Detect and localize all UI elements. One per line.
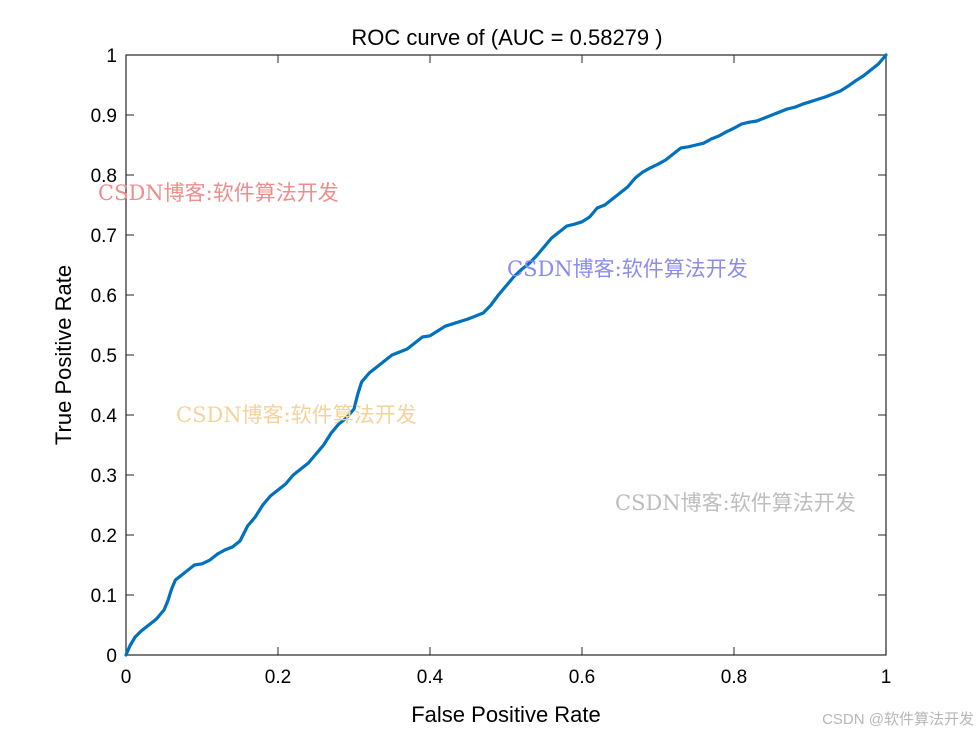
y-tick-label-8: 0.8 bbox=[91, 166, 117, 187]
y-tick-label-0: 0 bbox=[106, 646, 117, 667]
footer-watermark: CSDN @软件算法开发 bbox=[822, 710, 974, 728]
watermark-gray: CSDN博客:软件算法开发 bbox=[615, 491, 856, 515]
y-axis-label: True Positive Rate bbox=[51, 265, 76, 445]
x-tick-label-0: 0 bbox=[121, 667, 132, 688]
y-tick-label-3: 0.3 bbox=[91, 466, 117, 487]
x-tick-label-3: 0.6 bbox=[569, 667, 595, 688]
x-axis-ticks: 0 0.2 0.4 0.6 0.8 1 bbox=[121, 55, 892, 688]
watermark-orange: CSDN博客:软件算法开发 bbox=[176, 403, 417, 427]
x-tick-label-1: 0.2 bbox=[265, 667, 291, 688]
y-tick-label-7: 0.7 bbox=[91, 226, 117, 247]
x-tick-label-5: 1 bbox=[881, 667, 892, 688]
plot-area: 0 0.2 0.4 0.6 0.8 1 0 0.1 0.2 0.3 0.4 0.5 0.6 0.7 0.8… bbox=[91, 46, 892, 688]
y-tick-label-1: 0.1 bbox=[91, 586, 117, 607]
chart-title: ROC curve of (AUC = 0.58279 ) bbox=[351, 25, 662, 50]
x-tick-label-2: 0.4 bbox=[417, 667, 444, 688]
y-tick-label-9: 0.9 bbox=[91, 106, 117, 127]
y-tick-label-2: 0.2 bbox=[91, 526, 117, 547]
y-tick-label-6: 0.6 bbox=[91, 286, 117, 307]
x-tick-label-4: 0.8 bbox=[721, 667, 747, 688]
y-tick-label-4: 0.4 bbox=[91, 406, 118, 427]
y-tick-label-5: 0.5 bbox=[91, 346, 117, 367]
x-axis-label: False Positive Rate bbox=[411, 702, 601, 727]
y-tick-label-10: 1 bbox=[106, 46, 117, 67]
watermark-blue: CSDN博客:软件算法开发 bbox=[507, 257, 748, 281]
roc-curve-line bbox=[124, 53, 888, 657]
y-axis-ticks: 0 0.1 0.2 0.3 0.4 0.5 0.6 0.7 0.8 0.9 1 bbox=[91, 46, 886, 667]
watermark-red: CSDN博客:软件算法开发 bbox=[98, 181, 339, 205]
